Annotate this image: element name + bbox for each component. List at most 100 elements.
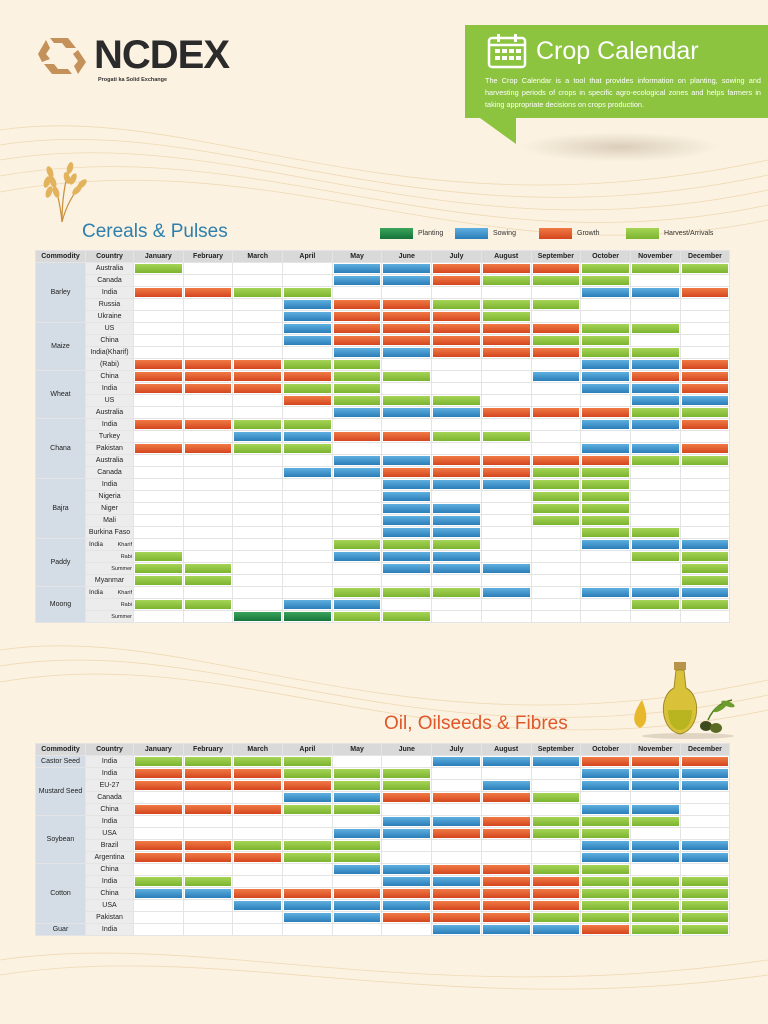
table-row: India xyxy=(36,286,731,299)
activity-bar-harvest-arrivals xyxy=(631,528,679,537)
month-cell xyxy=(133,430,184,443)
activity-bar-harvest-arrivals xyxy=(482,300,530,309)
activity-bar-harvest-arrivals xyxy=(681,264,729,273)
activity-bar-sowing xyxy=(383,528,431,537)
month-cell xyxy=(381,899,433,912)
activity-bar-sowing xyxy=(284,312,331,321)
month-cell xyxy=(431,610,482,623)
month-cell xyxy=(331,791,383,804)
month-cell xyxy=(480,394,532,407)
month-cell xyxy=(133,454,184,467)
activity-bar-sowing xyxy=(333,552,381,561)
activity-bar-sowing xyxy=(582,588,629,597)
month-cell xyxy=(679,875,731,888)
month-cell xyxy=(530,586,582,599)
activity-bar-growth xyxy=(433,913,480,922)
month-cell xyxy=(530,310,582,323)
month-cell xyxy=(480,502,532,515)
header-country: Country xyxy=(85,250,134,263)
activity-bar-growth xyxy=(234,781,282,790)
activity-bar-harvest-arrivals xyxy=(433,540,480,549)
activity-bar-harvest-arrivals xyxy=(532,492,580,501)
activity-bar-growth xyxy=(333,889,381,898)
activity-bar-sowing xyxy=(433,925,480,934)
month-cell xyxy=(580,298,631,311)
month-cell xyxy=(580,454,631,467)
month-cell xyxy=(133,863,184,876)
month-cell xyxy=(331,430,383,443)
month-cell xyxy=(381,586,433,599)
month-cell xyxy=(381,791,433,804)
month-cell xyxy=(232,346,284,359)
header-month: June xyxy=(381,250,433,263)
table-header-row: Commodity Country January February March Apri… xyxy=(35,250,731,263)
table-row: Guar India xyxy=(35,923,731,936)
activity-bar-harvest-arrivals xyxy=(532,516,580,525)
month-cell xyxy=(580,839,631,852)
table-row: China xyxy=(36,887,731,900)
month-cell xyxy=(381,562,433,575)
crop-calendar-banner: Crop Calendar The Crop Calendar is a too… xyxy=(465,25,768,118)
activity-bar-growth xyxy=(135,841,182,850)
legend-item-planting: Planting xyxy=(380,228,455,239)
month-cell xyxy=(530,442,582,455)
month-cell xyxy=(480,322,532,335)
month-cell xyxy=(480,514,532,527)
month-cell xyxy=(679,322,731,335)
month-cell xyxy=(133,755,184,768)
month-cell xyxy=(530,827,582,840)
month-cell xyxy=(182,514,234,527)
month-cell xyxy=(133,923,184,936)
month-cell xyxy=(580,418,631,431)
activity-bar-harvest-arrivals xyxy=(383,588,431,597)
month-cell xyxy=(530,851,582,864)
month-cell xyxy=(580,586,631,599)
activity-bar-growth xyxy=(234,372,282,381)
activity-bar-sowing xyxy=(333,793,381,802)
country-cell: Ukraine xyxy=(85,310,134,323)
month-cell xyxy=(679,562,731,575)
month-cell xyxy=(182,791,234,804)
commodity-cell: Guar xyxy=(35,923,86,936)
ncdex-logo: NCDEX xyxy=(38,34,230,76)
month-cell xyxy=(282,803,333,816)
activity-bar-growth xyxy=(184,853,232,862)
month-cell xyxy=(182,274,234,287)
month-cell xyxy=(431,478,482,491)
month-cell xyxy=(282,430,333,443)
month-cell xyxy=(182,370,234,383)
month-cell xyxy=(580,262,631,275)
activity-bar-growth xyxy=(433,324,480,333)
activity-bar-growth xyxy=(284,372,331,381)
month-cell xyxy=(232,562,284,575)
month-cell xyxy=(629,839,681,852)
month-cell xyxy=(580,562,631,575)
month-cell xyxy=(480,490,532,503)
activity-bar-harvest-arrivals xyxy=(184,576,232,585)
month-cell xyxy=(580,490,631,503)
month-cell xyxy=(530,598,582,611)
country-cell: Pakistan xyxy=(85,911,134,924)
month-cell xyxy=(530,358,582,371)
month-cell xyxy=(182,839,234,852)
season-label: Rabi xyxy=(120,553,132,560)
activity-bar-sowing xyxy=(582,781,629,790)
month-cell xyxy=(431,815,482,828)
activity-bar-harvest-arrivals xyxy=(631,348,679,357)
month-cell xyxy=(282,514,333,527)
month-cell xyxy=(679,923,731,936)
activity-bar-harvest-arrivals xyxy=(582,913,629,922)
month-cell xyxy=(431,899,482,912)
month-cell xyxy=(530,346,582,359)
country-cell: Mali xyxy=(85,514,134,527)
activity-bar-growth xyxy=(681,384,729,393)
commodity-cell: Chana xyxy=(35,418,86,479)
month-cell xyxy=(580,827,631,840)
table-row: Pakistan xyxy=(36,442,731,455)
month-cell xyxy=(331,574,383,587)
activity-bar-sowing xyxy=(333,456,381,465)
month-cell xyxy=(530,394,582,407)
activity-bar-sowing xyxy=(383,516,431,525)
olive-oil-icon xyxy=(634,662,735,739)
table-header-row: Commodity Country January February March Apri… xyxy=(35,743,731,756)
